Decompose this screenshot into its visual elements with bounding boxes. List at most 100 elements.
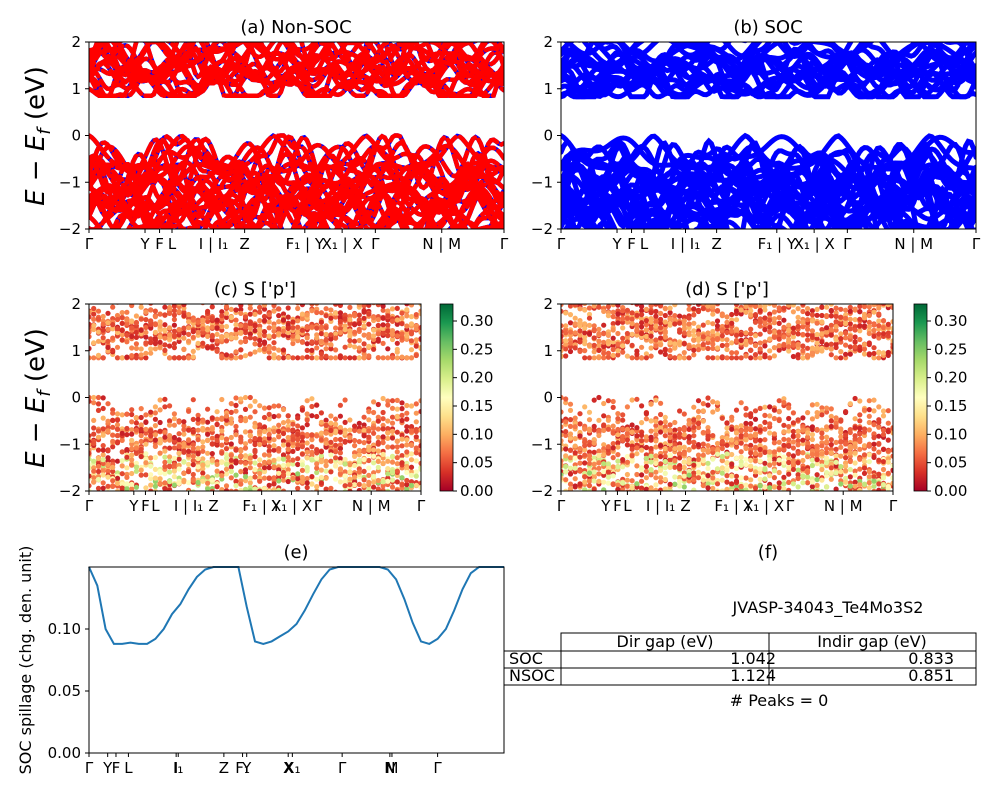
scatter-point — [361, 448, 367, 455]
scatter-point — [866, 427, 872, 433]
scatter-point — [342, 469, 348, 475]
scatter-point — [356, 469, 362, 475]
scatter-point — [752, 342, 759, 349]
scatter-point — [157, 397, 163, 403]
scatter-point — [762, 476, 768, 482]
scatter-point — [672, 464, 678, 470]
scatter-point — [819, 405, 825, 411]
scatter-point — [833, 446, 839, 452]
scatter-point — [91, 400, 97, 406]
scatter-point — [828, 346, 834, 352]
scatter-point — [771, 431, 778, 437]
scatter-point — [677, 431, 683, 437]
scatter-point — [876, 441, 882, 447]
xtick-label: L — [168, 235, 177, 253]
scatter-point — [605, 469, 612, 475]
scatter-point — [601, 461, 607, 467]
xtick-label: N | M — [422, 235, 461, 253]
scatter-point — [847, 344, 853, 350]
scatter-point — [866, 443, 872, 449]
scatter-point — [105, 418, 111, 424]
scatter-point — [667, 457, 673, 463]
scatter-point — [767, 355, 773, 361]
scatter-point — [95, 455, 102, 461]
scatter-point — [413, 419, 419, 425]
scatter-point — [328, 346, 334, 352]
scatter-point — [586, 460, 593, 466]
ytick-label: −1 — [531, 173, 553, 191]
scatter-point — [233, 326, 239, 332]
scatter-point — [800, 457, 806, 464]
scatter-point — [257, 488, 263, 491]
scatter-point — [380, 460, 386, 466]
scatter-point — [290, 427, 296, 433]
scatter-point — [162, 454, 168, 460]
scatter-point — [337, 436, 343, 443]
scatter-point — [634, 504, 639, 509]
scatter-point — [833, 486, 839, 491]
scatter-point — [752, 485, 759, 491]
scatter-point — [876, 481, 882, 487]
scatter-point — [795, 442, 801, 448]
scatter-point — [786, 459, 792, 466]
scatter-point — [805, 352, 811, 358]
scatter-point — [143, 412, 149, 418]
scatter-point — [266, 459, 272, 465]
scatter-point — [862, 502, 867, 507]
scatter-point — [257, 457, 263, 463]
scatter-point — [591, 323, 597, 329]
scatter-point — [615, 444, 621, 450]
scatter-point — [866, 398, 872, 404]
scatter-point — [223, 314, 230, 320]
scatter-point — [876, 487, 882, 491]
scatter-point — [738, 449, 744, 455]
scatter-point — [800, 427, 806, 433]
xtick-label: X₁ | X — [794, 235, 835, 253]
scatter-point — [847, 450, 853, 456]
band-line-overlay — [89, 42, 479, 66]
scatter-point — [366, 353, 372, 359]
scatter-point — [672, 355, 678, 361]
scatter-point — [395, 493, 400, 498]
scatter-point — [601, 515, 606, 520]
scatter-point — [352, 474, 358, 480]
scatter-point — [89, 328, 92, 335]
scatter-point — [375, 317, 381, 323]
scatter-point — [658, 411, 664, 418]
scatter-point — [105, 310, 111, 316]
scatter-point — [190, 471, 196, 478]
scatter-point — [695, 475, 702, 481]
scatter-point — [176, 466, 182, 472]
scatter-point — [356, 326, 362, 332]
scatter-point — [861, 459, 868, 465]
scatter-point — [843, 448, 849, 454]
scatter-point — [643, 468, 650, 474]
scatter-point — [110, 444, 116, 450]
scatter-point — [786, 442, 792, 448]
scatter-point — [605, 462, 612, 468]
scatter-point — [143, 460, 149, 466]
scatter-point — [133, 334, 139, 340]
scatter-point — [748, 483, 754, 489]
scatter-point — [114, 326, 121, 332]
scatter-point — [738, 428, 744, 434]
scatter-point — [814, 443, 820, 449]
scatter-point — [167, 418, 173, 424]
scatter-point — [634, 396, 640, 402]
scatter-point — [214, 348, 220, 354]
scatter-point — [624, 330, 631, 337]
scatter-point — [620, 343, 626, 349]
scatter-point — [880, 488, 887, 491]
scatter-point — [371, 453, 377, 459]
scatter-point — [399, 406, 405, 412]
scatter-point — [290, 421, 296, 427]
scatter-point — [138, 438, 144, 445]
scatter-point — [620, 464, 626, 470]
scatter-point — [805, 444, 811, 450]
scatter-point — [257, 331, 263, 337]
scatter-point — [876, 350, 882, 356]
scatter-point — [677, 426, 683, 432]
scatter-point — [639, 308, 645, 314]
scatter-point — [582, 355, 588, 361]
scatter-point — [101, 500, 106, 505]
